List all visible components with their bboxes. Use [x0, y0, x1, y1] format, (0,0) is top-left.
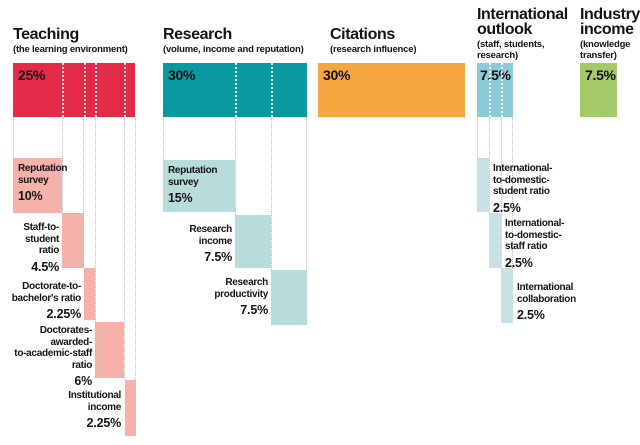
connector-line [489, 117, 490, 213]
column-header-teaching: Teaching (the learning environment) [13, 27, 128, 56]
pillar-subtitle: (knowledge transfer) [580, 39, 631, 61]
sub-label-value: 6% [74, 374, 92, 388]
sub-label-value: 2.5% [493, 200, 521, 215]
sub-label-value: 10% [18, 189, 43, 203]
connector-line [235, 117, 236, 215]
sub-label-text: International- to-domestic- student rati… [493, 163, 553, 197]
sub-label-text: Reputation survey [168, 165, 218, 188]
teaching-sub-block-reputation-survey: Reputation survey 10% [13, 158, 68, 213]
sub-label-text: Research productivity [214, 277, 268, 300]
industry-income-weight-bar: 7.5% [580, 63, 617, 117]
research-sub-block-reputation-survey: Reputation survey 15% [163, 160, 235, 212]
industry-income-weight-label: 7.5% [585, 67, 616, 83]
connector-line [501, 117, 502, 268]
pillar-subtitle: (staff, students, research) [477, 39, 545, 61]
citations-weight-label: 30% [323, 67, 351, 83]
label-research-productivity: Research productivity 7.5% [214, 277, 268, 317]
sub-label-text: International- to-domestic- staff ratio [505, 218, 565, 252]
column-header-industry-income: Industry income (knowledge transfer) [580, 7, 640, 61]
teaching-sub-block-institutional-income [125, 380, 136, 436]
sub-label-text: Doctorates-awarded- to-academic-staff ra… [14, 325, 92, 371]
label-intl-student-ratio: International- to-domestic- student rati… [493, 163, 552, 215]
pillar-title: Industry income [580, 6, 640, 38]
connector-line [512, 117, 513, 268]
pillar-subtitle: (volume, income and reputation) [163, 44, 304, 55]
connector-line [83, 117, 84, 268]
citations-weight-bar: 30% [318, 63, 465, 117]
sub-label-text: Research income [189, 224, 232, 247]
sub-label-value: 2.25% [86, 416, 122, 430]
label-research-income: Research income 7.5% [189, 224, 232, 264]
sub-label-text: International collaboration [517, 282, 576, 305]
research-weight-bar: 30% [163, 63, 307, 117]
international-outlook-weight-label: 7.5% [480, 67, 511, 83]
bar-segment-divider [271, 63, 273, 117]
bar-segment-divider [501, 63, 503, 117]
research-weight-label: 30% [168, 67, 196, 83]
pillar-title: Citations [330, 26, 395, 43]
teaching-sub-block-doctorate-bachelor-ratio [84, 268, 95, 320]
sub-label-text: Reputation survey [18, 163, 68, 186]
intl-sub-block-collaboration [501, 268, 513, 323]
pillar-subtitle: (research influence) [330, 44, 417, 55]
bar-segment-divider [84, 63, 86, 117]
sub-block-label: Reputation survey 10% [13, 158, 68, 203]
connector-line [163, 117, 164, 160]
intl-sub-block-student-ratio [477, 158, 489, 212]
sub-label-text: Institutional income [68, 390, 121, 413]
connector-line [62, 117, 63, 213]
pillar-title: Teaching [13, 26, 79, 43]
intl-sub-block-staff-ratio [489, 213, 501, 268]
pillar-subtitle: (the learning environment) [13, 44, 128, 55]
pillar-title: International outlook [477, 6, 568, 38]
bar-segment-divider [124, 63, 126, 117]
sub-label-value: 4.5% [31, 259, 59, 274]
connector-line [271, 117, 272, 270]
sub-label-value: 7.5% [204, 250, 232, 264]
column-header-international-outlook: International outlook (staff, students, … [477, 7, 568, 61]
connector-line [13, 117, 14, 158]
sub-label-value: 2.5% [517, 308, 545, 322]
connector-line [135, 117, 136, 380]
label-intl-staff-ratio: International- to-domestic- staff ratio … [505, 218, 564, 270]
connector-line [124, 117, 125, 380]
international-outlook-weight-bar: 7.5% [477, 63, 513, 117]
sub-label-value: 2.25% [46, 307, 82, 321]
bar-segment-divider [62, 63, 64, 117]
bar-segment-divider [95, 63, 97, 117]
sub-label-value: 7.5% [240, 303, 268, 317]
sub-block-label: Reputation survey 15% [163, 160, 235, 205]
bar-segment-divider [235, 63, 237, 117]
label-institutional-income: Institutional income 2.25% [68, 390, 121, 430]
label-doctorates-awarded-ratio: Doctorates-awarded- to-academic-staff ra… [0, 325, 92, 388]
connector-line [477, 117, 478, 158]
connector-line [95, 117, 96, 322]
connector-line [306, 117, 307, 270]
sub-label-value: 15% [168, 191, 193, 205]
sub-label-value: 2.5% [505, 255, 533, 270]
teaching-weight-label: 25% [18, 67, 46, 83]
research-sub-block-research-productivity [271, 270, 307, 325]
teaching-weight-bar: 25% [13, 63, 135, 117]
label-doctorate-bachelor-ratio: Doctorate-to- bachelor's ratio 2.25% [11, 281, 82, 321]
teaching-sub-block-doctorates-awarded-ratio [95, 322, 124, 378]
teaching-sub-block-staff-student-ratio [62, 213, 84, 268]
research-sub-block-research-income [235, 215, 271, 268]
label-intl-collaboration: International collaboration 2.5% [517, 282, 576, 322]
sub-label-text: Doctorate-to- bachelor's ratio [11, 281, 82, 304]
column-header-citations: Citations (research influence) [330, 27, 416, 56]
pillar-title: Research [163, 26, 232, 43]
column-header-research: Research (volume, income and reputation) [163, 27, 304, 56]
label-staff-student-ratio: Staff-to- student ratio 4.5% [23, 222, 59, 274]
bar-segment-divider [489, 63, 491, 117]
sub-label-text: Staff-to- student ratio [23, 222, 59, 256]
